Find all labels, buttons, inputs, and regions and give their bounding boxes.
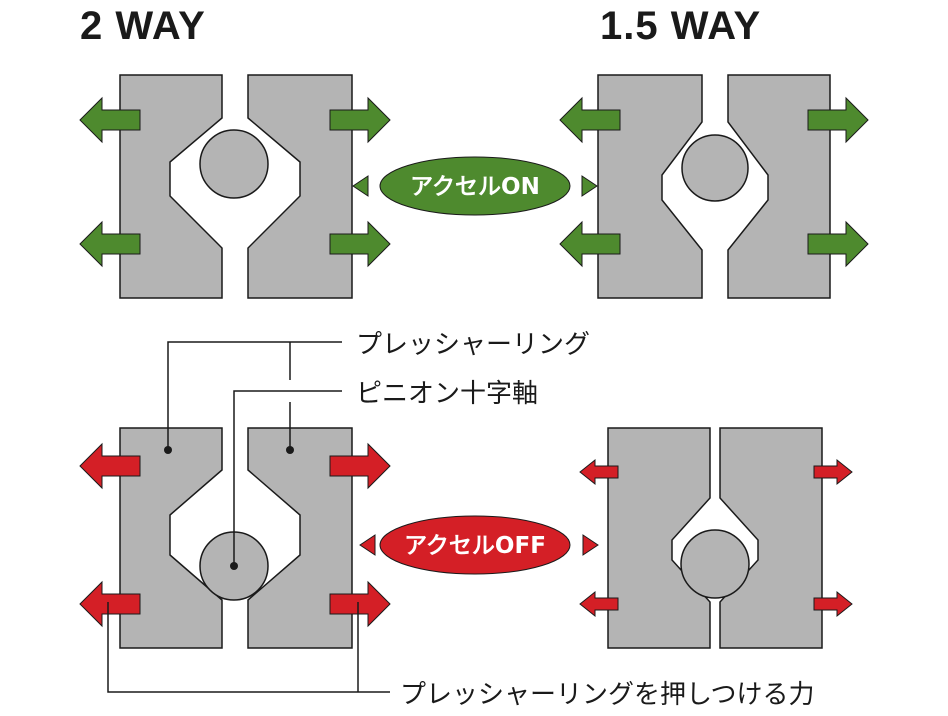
red-arrow-icon [579, 590, 619, 618]
two-way-title: 2 WAY [80, 4, 206, 48]
leader-dot [164, 446, 172, 454]
triangle-pointer-icon [582, 534, 599, 556]
leader-lines [107, 341, 390, 693]
one-five-way-off-unit [579, 427, 853, 649]
force-leader [107, 602, 390, 693]
red-arrow-icon [813, 590, 853, 618]
green-arrow-icon [559, 96, 621, 144]
left-ring-half [119, 74, 223, 299]
triangle-pointer-icon [581, 175, 598, 197]
pressure-ring-label: プレッシャーリング [356, 330, 591, 360]
pinion-shaft [680, 529, 750, 599]
one-five-way-on-unit [559, 74, 869, 299]
accel-off-label: アクセルOFF [404, 533, 546, 559]
two-way-off-unit [79, 427, 391, 649]
left-ring-half [607, 427, 711, 649]
pinion-cross-shaft-label: ピニオン十字軸 [356, 379, 539, 409]
green-arrow-icon [807, 96, 869, 144]
accel-off-pill [379, 515, 571, 575]
left-ring-half [597, 74, 703, 299]
leader-dot [230, 562, 238, 570]
triangle-pointer-icon [359, 534, 376, 556]
right-ring-half [727, 74, 831, 299]
green-arrow-icon [559, 220, 621, 268]
right-ring-half [247, 74, 353, 299]
red-arrow-icon [79, 442, 141, 490]
accel-on-pill [379, 156, 571, 216]
one-five-way-title: 1.5 WAY [600, 4, 762, 48]
accel-on-badge: アクセルON [352, 156, 598, 216]
green-arrow-icon [807, 220, 869, 268]
leader-dot [286, 446, 294, 454]
pressure-ring-leader [167, 341, 342, 450]
left-ring-half [119, 427, 223, 649]
ring-pressing-force-label: プレッシャーリングを押しつける力 [400, 680, 815, 710]
green-arrow-icon [329, 220, 391, 268]
red-arrow-icon [329, 442, 391, 490]
pinion-shaft [681, 134, 749, 202]
pinion-shaft [199, 129, 269, 199]
pinion-leader [233, 390, 342, 566]
accel-on-label: アクセルON [410, 174, 540, 200]
red-arrow-icon [79, 580, 141, 628]
right-ring-half [247, 427, 353, 649]
right-ring-half [719, 427, 823, 649]
red-arrow-icon [329, 580, 391, 628]
accel-off-badge: アクセルOFF [359, 515, 599, 575]
green-arrow-icon [79, 220, 141, 268]
red-arrow-icon [579, 458, 619, 486]
green-arrow-icon [329, 96, 391, 144]
two-way-on-unit [79, 74, 391, 299]
green-arrow-icon [79, 96, 141, 144]
red-arrow-icon [813, 458, 853, 486]
triangle-pointer-icon [352, 175, 369, 197]
